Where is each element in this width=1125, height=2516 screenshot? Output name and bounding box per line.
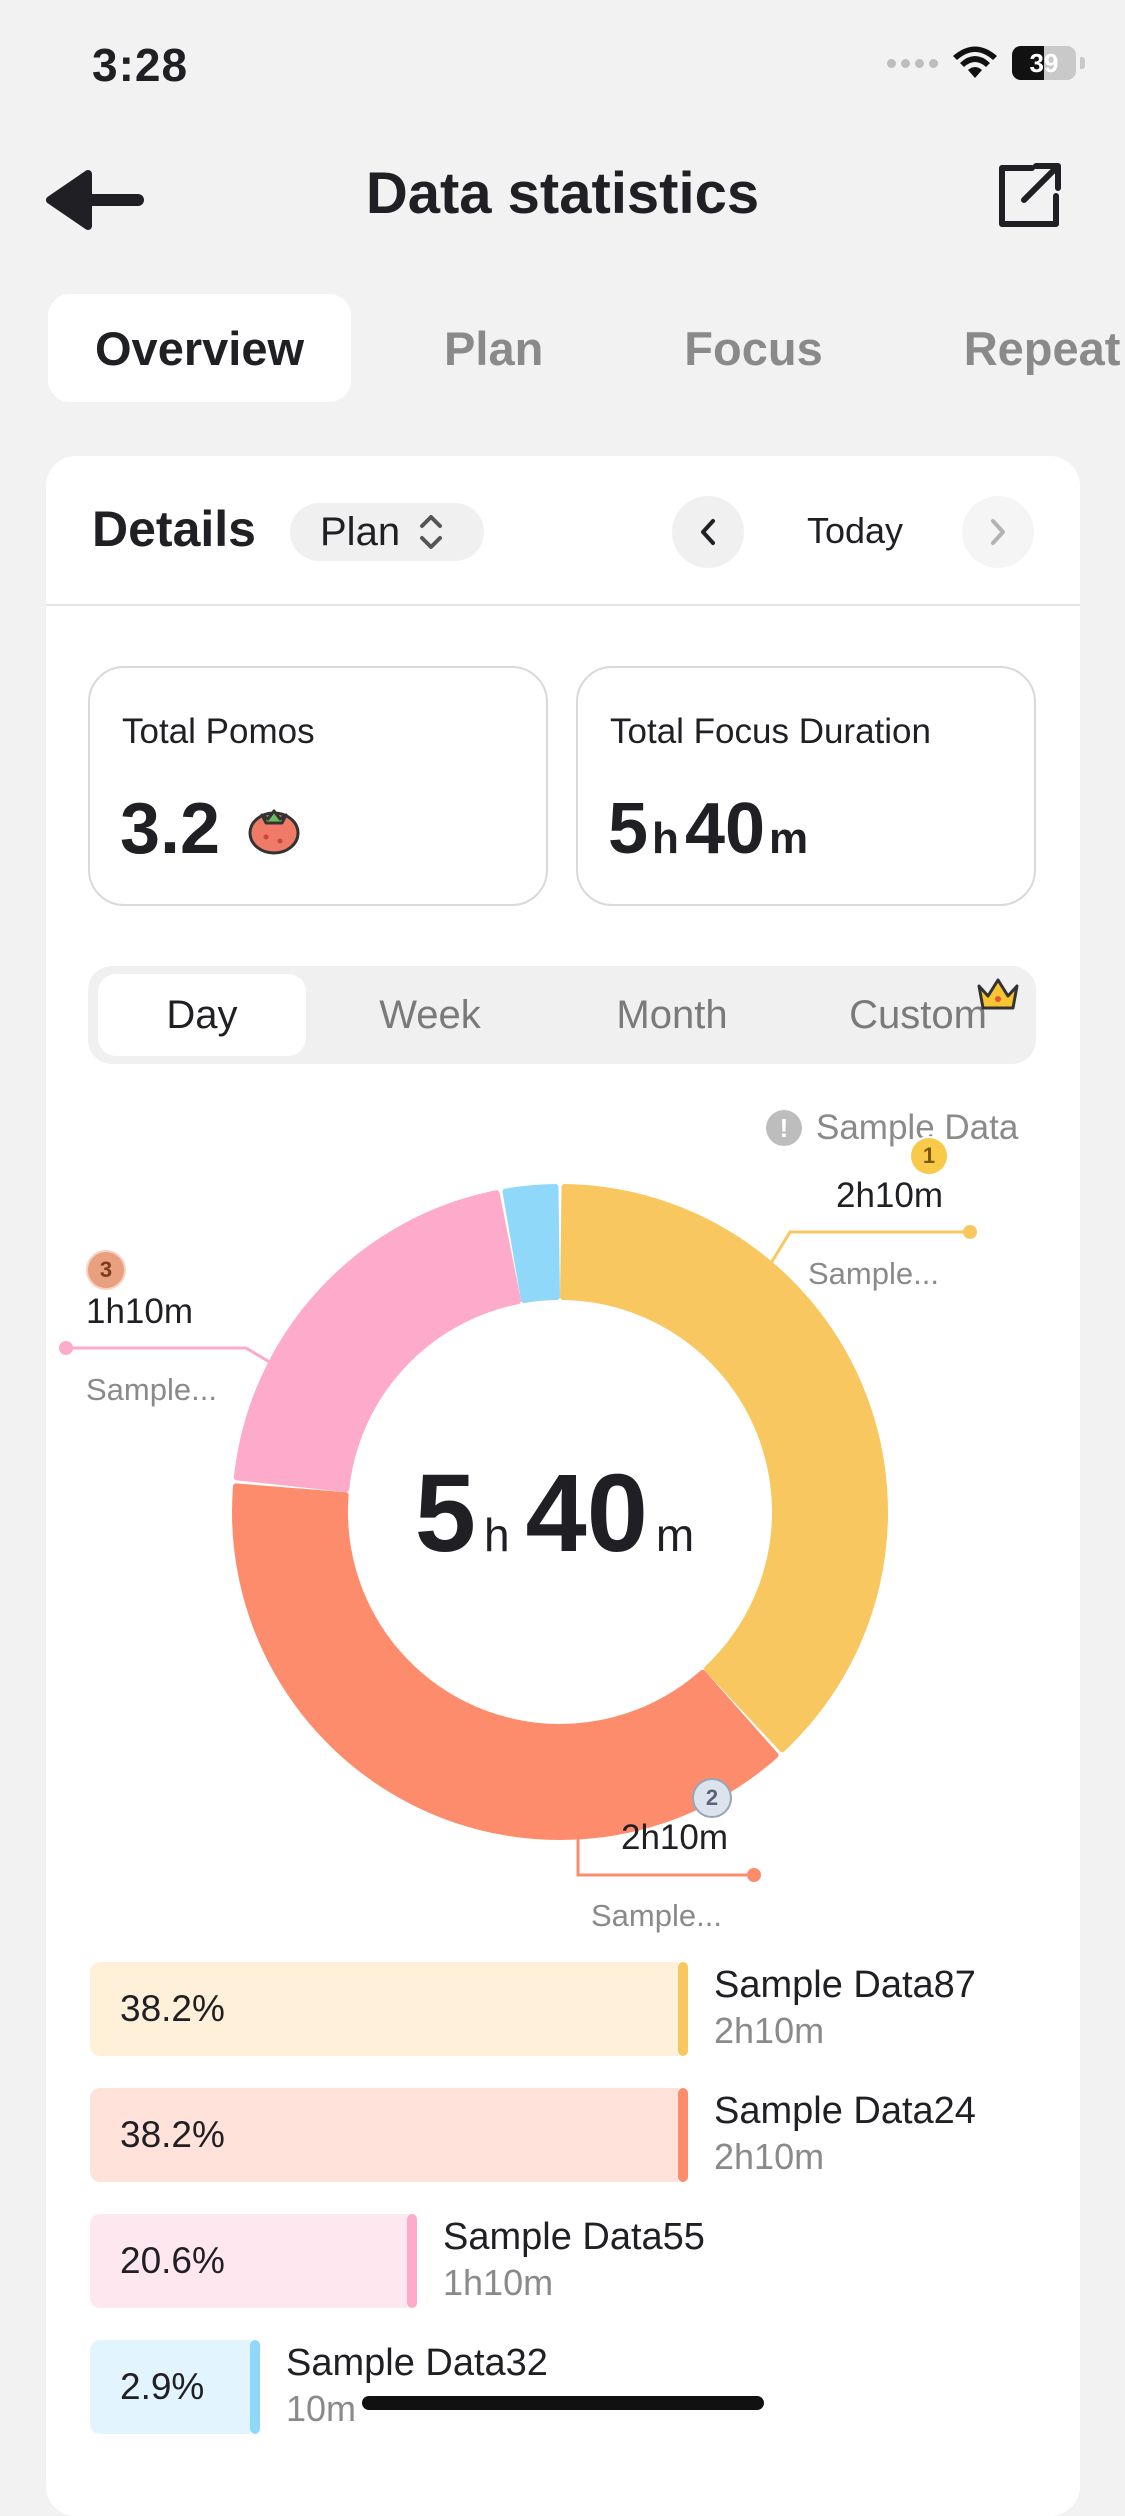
tab-plan[interactable]: Plan <box>444 321 544 375</box>
tab-bar: Overview Plan Focus Repeat <box>48 294 1120 402</box>
legend-bar-edge <box>250 2340 260 2434</box>
next-date-button[interactable] <box>962 496 1034 568</box>
callout-name-1: Sample... <box>808 1256 939 1291</box>
center-minutes-unit: m <box>655 1509 695 1561</box>
cellular-signal-icon <box>887 58 938 68</box>
tab-overview[interactable]: Overview <box>48 294 352 402</box>
center-minutes: 40 <box>525 1452 648 1575</box>
chart-center-total: 5 h 40 m <box>0 1450 1125 1577</box>
divider <box>46 604 1080 606</box>
battery-icon: 39 <box>1012 46 1076 80</box>
donut-slice-1[interactable] <box>560 1184 888 1753</box>
callout-line-2 <box>576 1832 754 1877</box>
page-title: Data statistics <box>365 161 760 226</box>
details-title: Details <box>92 501 256 557</box>
donut-slice-2[interactable] <box>232 1483 779 1840</box>
total-pomos-value: 3.2 <box>120 789 221 869</box>
legend-bar-fill <box>90 1962 678 2056</box>
legend-name: Sample Data32 <box>286 2342 548 2384</box>
share-icon <box>999 163 1061 227</box>
legend-percent: 38.2% <box>120 1988 225 2029</box>
legend-bar-edge <box>678 2088 688 2182</box>
status-indicators: 39 <box>887 46 1085 80</box>
crown-icon <box>977 978 1019 1010</box>
legend-row[interactable]: 38.2% Sample Data87 2h10m <box>90 1962 976 2056</box>
rank-badge-3: 3 <box>86 1250 126 1290</box>
info-icon: ! <box>766 1110 802 1146</box>
callout-duration-3: 1h10m <box>86 1292 194 1331</box>
donut-slice-3[interactable] <box>233 1190 522 1493</box>
tomato-icon <box>248 809 300 855</box>
center-hours-unit: h <box>483 1509 510 1561</box>
rank-badge-1: 1 <box>909 1136 949 1176</box>
callout-duration-1: 2h10m <box>836 1176 944 1215</box>
legend-row[interactable]: 2.9% Sample Data32 10m <box>90 2340 694 2434</box>
chevron-left-icon <box>701 519 715 545</box>
legend-row[interactable]: 38.2% Sample Data24 2h10m <box>90 2088 976 2182</box>
total-pomos-box: Total Pomos 3.2 <box>88 666 548 906</box>
previous-date-button[interactable] <box>672 496 744 568</box>
period-custom[interactable]: Custom <box>849 992 987 1037</box>
legend-duration: 2h10m <box>714 2136 825 2177</box>
center-hours: 5 <box>414 1452 476 1575</box>
legend-bar-fill <box>90 2214 407 2308</box>
rank-badge-2: 2 <box>692 1778 732 1818</box>
legend-bar-fill <box>90 2088 678 2182</box>
legend-percent: 20.6% <box>120 2240 225 2281</box>
legend-row[interactable]: 20.6% Sample Data55 1h10m <box>90 2214 705 2308</box>
legend-name: Sample Data24 <box>714 2090 976 2132</box>
total-focus-duration-label: Total Focus Duration <box>610 712 931 751</box>
filter-value: Plan <box>320 509 401 554</box>
total-focus-duration-box: Total Focus Duration 5 h 40 m <box>576 666 1036 906</box>
legend-name: Sample Data87 <box>714 1964 976 2006</box>
period-segmented-control: Day Week Month Custom <box>88 966 1036 1064</box>
legend-bar-edge <box>678 1962 688 2056</box>
duration-hours: 5 <box>608 789 649 869</box>
donut-chart <box>59 1184 977 1882</box>
date-label: Today <box>806 510 904 551</box>
legend-percent: 38.2% <box>120 2114 225 2155</box>
duration-minutes-unit: m <box>769 814 809 863</box>
battery-level: 39 <box>1029 47 1059 78</box>
chevron-updown-icon <box>420 515 443 549</box>
tab-repeat[interactable]: Repeat <box>963 321 1121 375</box>
chevron-right-icon <box>991 519 1005 545</box>
callout-dot-2 <box>747 1868 761 1882</box>
wifi-icon <box>953 46 997 78</box>
duration-hours-unit: h <box>652 814 679 863</box>
total-focus-duration-value: 5 h 40 m <box>608 788 814 870</box>
share-button[interactable] <box>994 160 1064 232</box>
donut-slice-4[interactable] <box>502 1184 560 1304</box>
sample-data-note: ! Sample Data <box>766 1108 1018 1148</box>
status-time: 3:28 <box>92 39 189 91</box>
legend-percent: 2.9% <box>120 2366 205 2407</box>
callout-line-1 <box>766 1230 970 1269</box>
filter-select[interactable]: Plan <box>290 503 484 561</box>
duration-minutes: 40 <box>684 789 766 869</box>
back-arrow-icon <box>46 170 144 230</box>
callout-line-3 <box>66 1346 279 1369</box>
legend-bar-fill <box>90 2340 250 2434</box>
period-week[interactable]: Week <box>379 992 481 1037</box>
period-month[interactable]: Month <box>616 992 728 1037</box>
legend-name: Sample Data55 <box>443 2216 705 2258</box>
callout-name-3: Sample... <box>86 1372 217 1407</box>
callout-name-2: Sample... <box>591 1898 722 1933</box>
legend-duration: 10m <box>286 2388 357 2429</box>
callout-dot-1 <box>963 1225 977 1239</box>
home-indicator <box>362 2396 764 2410</box>
period-day[interactable]: Day <box>98 974 306 1056</box>
callout-dot-3 <box>59 1341 73 1355</box>
total-pomos-label: Total Pomos <box>122 712 315 751</box>
legend-bar-edge <box>407 2214 417 2308</box>
callout-duration-2: 2h10m <box>621 1818 729 1857</box>
legend-duration: 2h10m <box>714 2010 825 2051</box>
tab-focus[interactable]: Focus <box>684 321 823 375</box>
legend-duration: 1h10m <box>443 2262 554 2303</box>
back-button[interactable] <box>46 168 146 232</box>
